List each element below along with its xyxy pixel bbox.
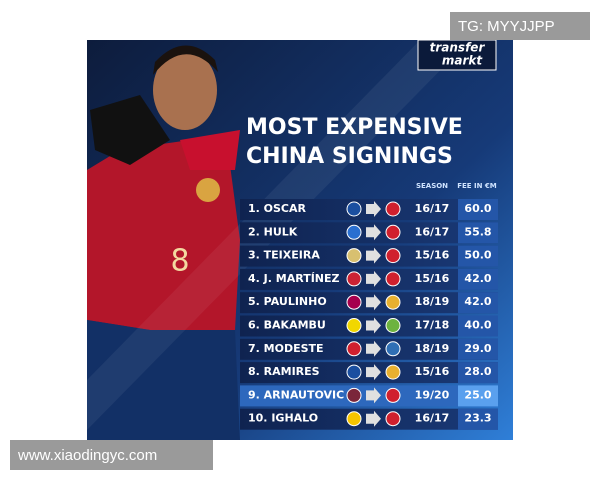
player-name: 7. MODESTE: [248, 342, 324, 355]
fee: 42.0: [464, 272, 491, 285]
club-logo: [346, 411, 362, 427]
transfer-arrow: [366, 340, 381, 357]
fee: 29.0: [464, 342, 491, 355]
transfer-arrow: [366, 247, 381, 264]
season: 18/19: [415, 342, 450, 355]
fee: 23.3: [464, 412, 491, 425]
club-logo: [346, 294, 362, 310]
club-logo: [385, 224, 401, 240]
club-logo: [346, 224, 362, 240]
player-name: 1. OSCAR: [248, 202, 307, 215]
fee-cell: [458, 408, 498, 430]
player-name: 10. IGHALO: [248, 412, 318, 425]
player-name: 3. TEIXEIRA: [248, 249, 320, 262]
club-logo: [346, 201, 362, 217]
fee-cell: [458, 385, 498, 407]
logo-text: transfer: [430, 41, 486, 55]
fee-cell: [458, 338, 498, 360]
fee: 25.0: [464, 388, 491, 401]
player-name: 4. J. MARTÍNEZ: [248, 272, 340, 285]
player-name: 2. HULK: [248, 225, 298, 238]
club-logo: [346, 387, 362, 403]
club-logo: [346, 364, 362, 380]
transfer-arrow: [366, 387, 381, 404]
column-header: FEE IN €M: [457, 182, 497, 190]
fee-cell: [458, 199, 498, 220]
club-logo: [346, 248, 362, 264]
watermark-box: [10, 440, 213, 470]
club-logo: [385, 271, 401, 287]
title: CHINA SIGNINGS: [246, 144, 453, 169]
fee-cell: [458, 362, 498, 384]
club-logo: [385, 387, 401, 403]
season: 18/19: [415, 295, 450, 308]
jersey-number: 8: [170, 244, 189, 279]
club-logo: [385, 411, 401, 427]
transfer-arrow: [366, 294, 381, 311]
transfer-arrow: [366, 410, 381, 427]
season: 15/16: [415, 365, 450, 378]
watermark-box: [450, 12, 590, 40]
fee-cell: [458, 245, 498, 267]
player-name: 6. BAKAMBU: [248, 319, 326, 332]
club-logo: [385, 248, 401, 264]
club-logo: [385, 364, 401, 380]
season: 17/18: [415, 319, 450, 332]
season: 19/20: [415, 388, 450, 401]
fee-cell: [458, 292, 498, 314]
season: 16/17: [415, 412, 450, 425]
club-logo: [385, 294, 401, 310]
table: 1. OSCAR 16/17 60.0 2. HULK 16/17 55.8 3. TEIX…: [240, 199, 498, 430]
logo-text: markt: [442, 54, 484, 68]
fee: 55.8: [464, 225, 491, 238]
fee-cell: [458, 315, 498, 337]
transfer-arrow: [366, 270, 381, 287]
club-logo: [385, 341, 401, 357]
player-name: 5. PAULINHO: [248, 295, 327, 308]
title: MOST EXPENSIVE: [246, 115, 463, 140]
season: 15/16: [415, 272, 450, 285]
watermark: TG: MYYJJPP: [458, 18, 555, 35]
fee: 40.0: [464, 319, 491, 332]
fee: 60.0: [464, 202, 491, 215]
season: 16/17: [415, 225, 450, 238]
fee-cell: [458, 222, 498, 244]
season: 16/17: [415, 202, 450, 215]
fee: 50.0: [464, 249, 491, 262]
club-logo: [346, 271, 362, 287]
transfer-arrow: [366, 201, 381, 217]
watermark: www.xiaodingyc.com: [17, 447, 157, 464]
player-name: 9. ARNAUTOVIC: [248, 388, 344, 401]
season: 15/16: [415, 249, 450, 262]
player-name: 8. RAMIRES: [248, 365, 320, 378]
club-logo: [385, 318, 401, 333]
club-logo: [346, 318, 362, 333]
fee: 42.0: [464, 295, 491, 308]
fee-cell: [458, 268, 498, 290]
transfer-arrow: [366, 317, 381, 334]
transfer-arrow: [366, 364, 381, 381]
club-logo: [385, 201, 401, 217]
club-logo: [346, 341, 362, 357]
transfer-arrow: [366, 224, 381, 241]
column-header: SEASON: [416, 182, 448, 190]
fee: 28.0: [464, 365, 491, 378]
